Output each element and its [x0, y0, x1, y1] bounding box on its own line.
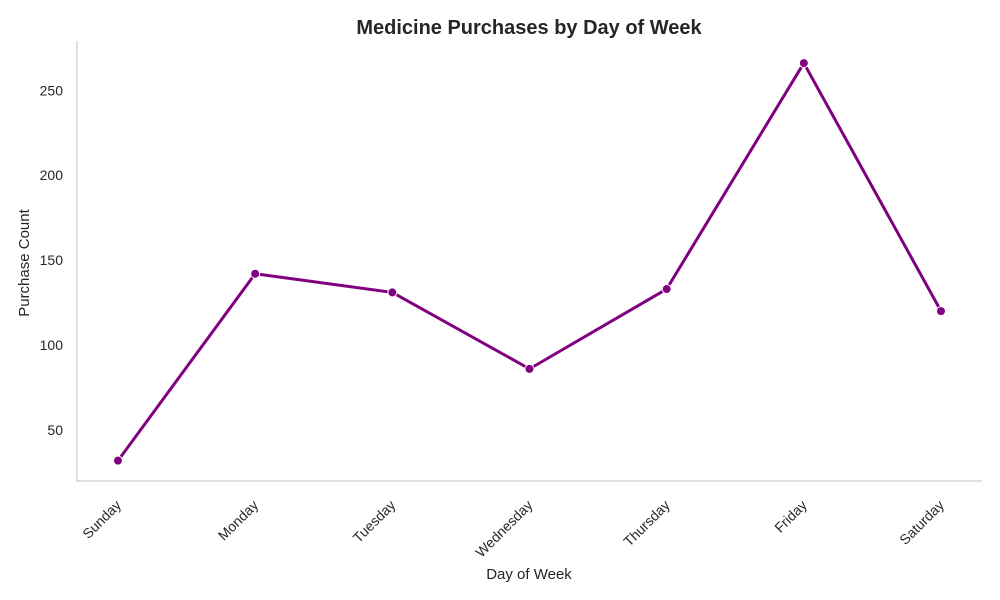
series-line: [116, 61, 943, 463]
x-tick-label: Friday: [771, 497, 810, 536]
x-tick-label: Sunday: [79, 497, 124, 542]
data-points: [113, 58, 946, 466]
x-tick-label: Thursday: [620, 497, 673, 550]
y-tick-label: 250: [40, 82, 64, 98]
data-point: [661, 284, 672, 295]
y-tick-label: 150: [40, 252, 64, 268]
plot-area: 50 100 150 200 250 Sunday Monday Tuesday Wednes…: [40, 41, 982, 560]
chart-title: Medicine Purchases by Day of Week: [356, 17, 702, 39]
y-tick-label: 200: [40, 167, 64, 183]
y-axis-label: Purchase Count: [16, 208, 33, 316]
x-tick-labels: Sunday Monday Tuesday Wednesday Thursday Frid…: [79, 497, 947, 560]
x-tick-label: Wednesday: [472, 497, 535, 560]
x-axis-label: Day of Week: [486, 566, 572, 583]
data-point: [524, 363, 535, 374]
x-tick-label: Saturday: [896, 497, 947, 548]
y-tick-label: 100: [40, 337, 64, 353]
data-point: [113, 455, 123, 466]
y-tick-labels: 50 100 150 200 250: [40, 82, 64, 438]
x-tick-label: Monday: [215, 497, 262, 544]
y-tick-label: 50: [47, 422, 63, 438]
x-tick-label: Tuesday: [350, 497, 399, 546]
data-point: [387, 287, 398, 298]
data-point: [936, 306, 946, 317]
data-point: [250, 268, 261, 279]
data-point: [798, 58, 809, 69]
